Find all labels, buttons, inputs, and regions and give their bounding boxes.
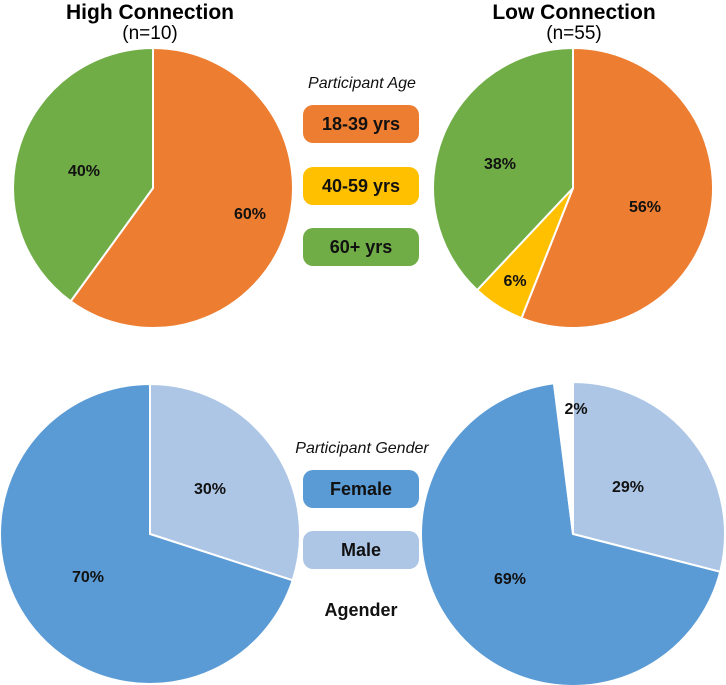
high-age-label-age-18-39: 60% [234, 206, 266, 223]
subtitle-low-n: (n=55) [546, 23, 602, 44]
high-gender-label-female: 70% [72, 569, 104, 586]
low-gender-label-agender: 2% [564, 401, 587, 418]
title-low-connection: Low Connection [492, 1, 656, 24]
title-high-connection: High Connection [66, 1, 234, 24]
legend-age-18-39: 18-39 yrs [303, 105, 419, 143]
low-age-slice-age-60-plus [432, 46, 574, 292]
legend-gender-male: Male [303, 531, 419, 569]
low-age-label-age-60-plus: 38% [484, 156, 516, 173]
high-age-slice-age-18-39 [69, 46, 294, 329]
low-gender-slice-agender [552, 380, 574, 535]
high-gender-slice-male [149, 382, 301, 582]
high-gender-slice-female [0, 382, 294, 685]
low-age-label-age-18-39: 56% [629, 199, 661, 216]
low-gender-slice-male [572, 380, 726, 574]
subtitle-high-n: (n=10) [122, 23, 178, 44]
low-gender-label-female: 69% [494, 571, 526, 588]
high-gender-label-male: 30% [194, 481, 226, 498]
legend-age-60-plus: 60+ yrs [303, 228, 419, 266]
low-age-label-age-40-59: 6% [503, 273, 526, 290]
legend-gender-female: Female [303, 470, 419, 508]
high-age-label-age-60-plus: 40% [68, 163, 100, 180]
legend-age-40-59: 40-59 yrs [303, 167, 419, 205]
high-age-slice-age-60-plus [12, 46, 154, 303]
legend-gender-title: Participant Gender [295, 440, 429, 457]
low-age-slice-age-18-39 [520, 46, 714, 329]
legend-gender-agender: Agender [324, 599, 398, 620]
low-gender-slice-female [420, 382, 722, 685]
legend-age-title: Participant Age [308, 75, 416, 92]
low-gender-label-male: 29% [612, 479, 644, 496]
